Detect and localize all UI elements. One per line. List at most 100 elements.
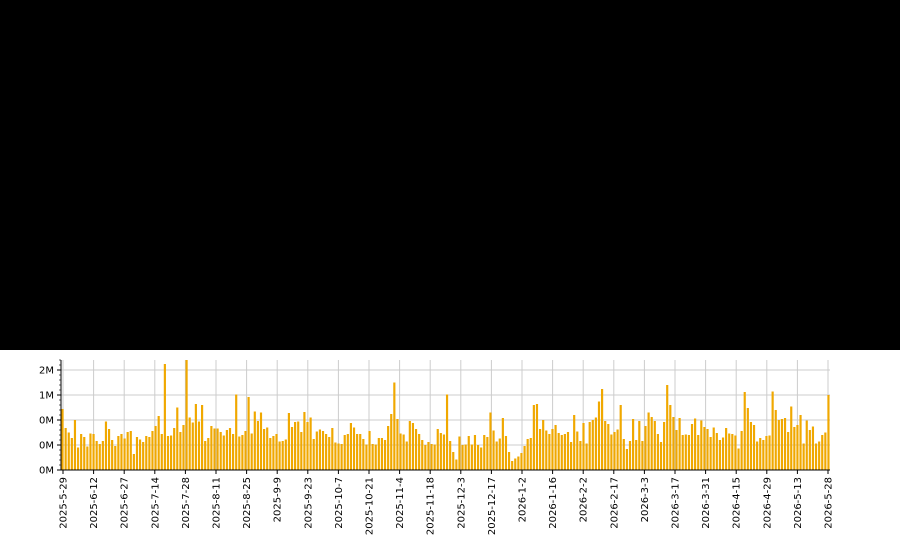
bar xyxy=(356,434,359,470)
bar xyxy=(669,405,672,470)
bar xyxy=(173,428,176,470)
bar xyxy=(281,441,284,470)
x-tick-label: 2026-2-2 xyxy=(579,477,590,522)
bar xyxy=(359,434,362,470)
bar xyxy=(185,360,188,470)
bar xyxy=(194,404,197,470)
bar xyxy=(145,436,148,470)
bar xyxy=(638,421,641,470)
bar xyxy=(312,439,315,470)
bar xyxy=(752,425,756,470)
bar xyxy=(256,421,259,470)
x-tick-label: 2026-2-17 xyxy=(609,477,620,529)
x-tick-label: 2025-11-4 xyxy=(395,477,406,529)
bar xyxy=(278,441,281,470)
bar xyxy=(449,441,452,470)
bar xyxy=(588,422,591,470)
bar xyxy=(535,404,539,470)
bar xyxy=(135,437,139,470)
bar xyxy=(294,422,297,470)
bar xyxy=(176,407,179,470)
bar xyxy=(123,438,126,470)
bar xyxy=(644,426,647,470)
bar xyxy=(814,443,818,470)
bar xyxy=(126,432,129,470)
bar xyxy=(703,427,706,470)
bar xyxy=(402,434,405,470)
bar xyxy=(492,430,495,470)
bar xyxy=(517,456,520,470)
bar xyxy=(700,420,703,470)
bar xyxy=(238,436,241,470)
bar xyxy=(166,436,170,470)
bar xyxy=(771,391,774,470)
bar xyxy=(632,419,635,470)
bar xyxy=(663,422,666,470)
bar xyxy=(371,444,374,470)
bar xyxy=(601,389,604,470)
y-tick-label: 2M xyxy=(39,366,54,377)
bar xyxy=(427,442,430,470)
x-tick-label: 2026-3-3 xyxy=(640,477,651,522)
bar xyxy=(300,432,303,470)
y-tick-label: 0M xyxy=(39,416,54,427)
bar xyxy=(290,427,294,470)
bar xyxy=(315,431,318,470)
bar xyxy=(684,434,687,470)
bar xyxy=(399,433,402,470)
x-tick-label: 2025-11-18 xyxy=(426,477,437,535)
bar xyxy=(114,446,117,470)
bar xyxy=(169,435,173,470)
bar xyxy=(253,411,256,470)
bar xyxy=(445,394,449,470)
bar xyxy=(216,428,219,470)
bar xyxy=(734,435,737,470)
bar xyxy=(374,444,377,470)
bar xyxy=(163,364,166,470)
bar xyxy=(160,434,163,470)
bar xyxy=(188,417,191,470)
bar xyxy=(424,445,427,470)
bar xyxy=(653,421,656,470)
bar xyxy=(743,392,746,470)
bar xyxy=(746,408,749,470)
bar xyxy=(622,439,625,470)
bar xyxy=(718,440,722,470)
bar xyxy=(514,458,517,470)
bar xyxy=(328,437,331,470)
bar xyxy=(377,438,380,470)
bar xyxy=(616,429,619,470)
bar xyxy=(120,434,123,470)
bar xyxy=(182,425,185,470)
x-tick-label: 2026-3-31 xyxy=(701,477,712,529)
bar xyxy=(628,441,632,470)
bar xyxy=(532,405,535,470)
bar xyxy=(597,401,601,470)
bar xyxy=(104,421,108,470)
x-tick-label: 2026-5-13 xyxy=(793,477,804,529)
bar xyxy=(405,441,408,470)
bar xyxy=(259,412,263,470)
bar xyxy=(436,429,439,470)
bar xyxy=(731,434,734,470)
bar xyxy=(111,440,114,470)
bar xyxy=(548,434,551,470)
bar xyxy=(244,431,247,470)
bar xyxy=(473,435,477,470)
bar xyxy=(433,444,436,470)
bar xyxy=(501,418,504,470)
bar xyxy=(725,428,728,470)
bar xyxy=(390,414,393,470)
bar xyxy=(721,437,725,470)
bar xyxy=(232,434,235,470)
bar xyxy=(551,429,554,470)
bar xyxy=(179,432,182,470)
bar xyxy=(95,441,98,470)
bar xyxy=(334,442,337,470)
bar xyxy=(607,424,610,470)
bar xyxy=(681,435,684,470)
bar xyxy=(340,444,343,470)
y-tick-label: 1M xyxy=(39,391,54,402)
bar xyxy=(337,443,340,470)
bar xyxy=(421,440,424,470)
